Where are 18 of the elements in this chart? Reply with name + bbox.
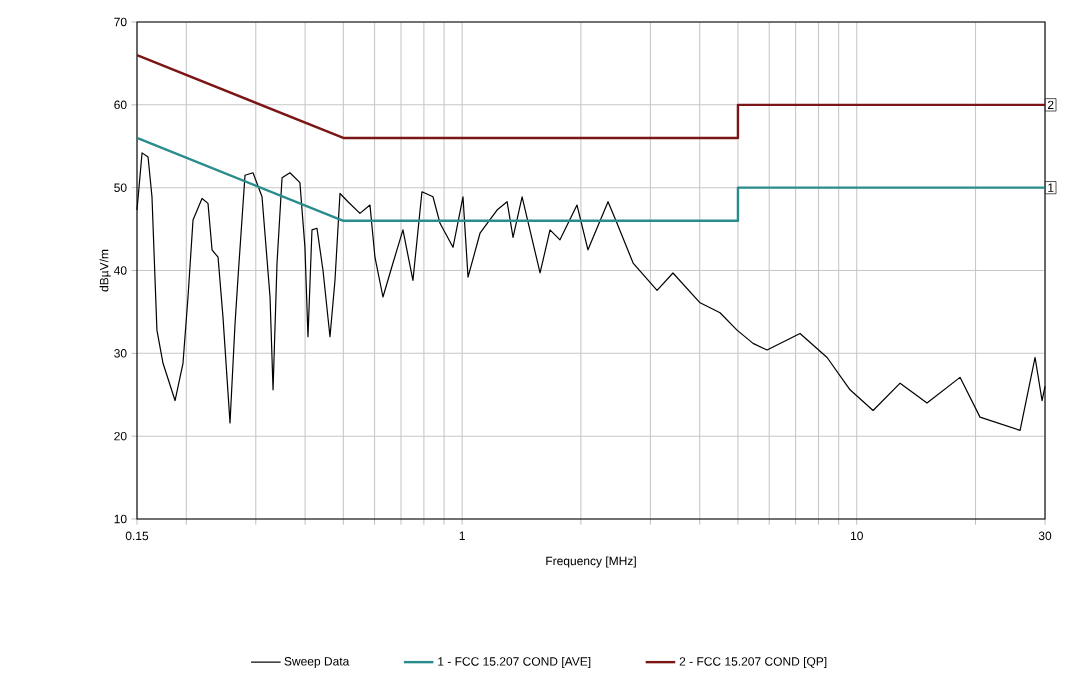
x-axis-title: Frequency [MHz]: [546, 556, 636, 568]
y-axis-title: dBµV/m: [99, 249, 111, 292]
y-tick-label: 70: [114, 17, 127, 27]
y-tick-label: 20: [114, 431, 127, 441]
x-tick-label: 0.15: [125, 531, 149, 541]
legend-label: 1 - FCC 15.207 COND [AVE]: [438, 656, 591, 669]
y-tick-label: 50: [114, 183, 127, 192]
y-tick-label: 40: [113, 266, 127, 275]
legend-label: Sweep Data: [284, 657, 350, 668]
x-tick-label: 10: [850, 531, 863, 541]
y-tick-label: 10: [114, 514, 127, 524]
annotation: 2: [1047, 100, 1054, 110]
annotation: 1: [1048, 183, 1054, 192]
y-tick-label: 30: [114, 349, 127, 358]
x-tick-label: 30: [1038, 531, 1052, 541]
legend-label: 2 - FCC 15.207 COND [QP]: [679, 656, 827, 669]
y-tick-label: 60: [114, 100, 127, 110]
x-tick-label: 1: [459, 531, 465, 540]
